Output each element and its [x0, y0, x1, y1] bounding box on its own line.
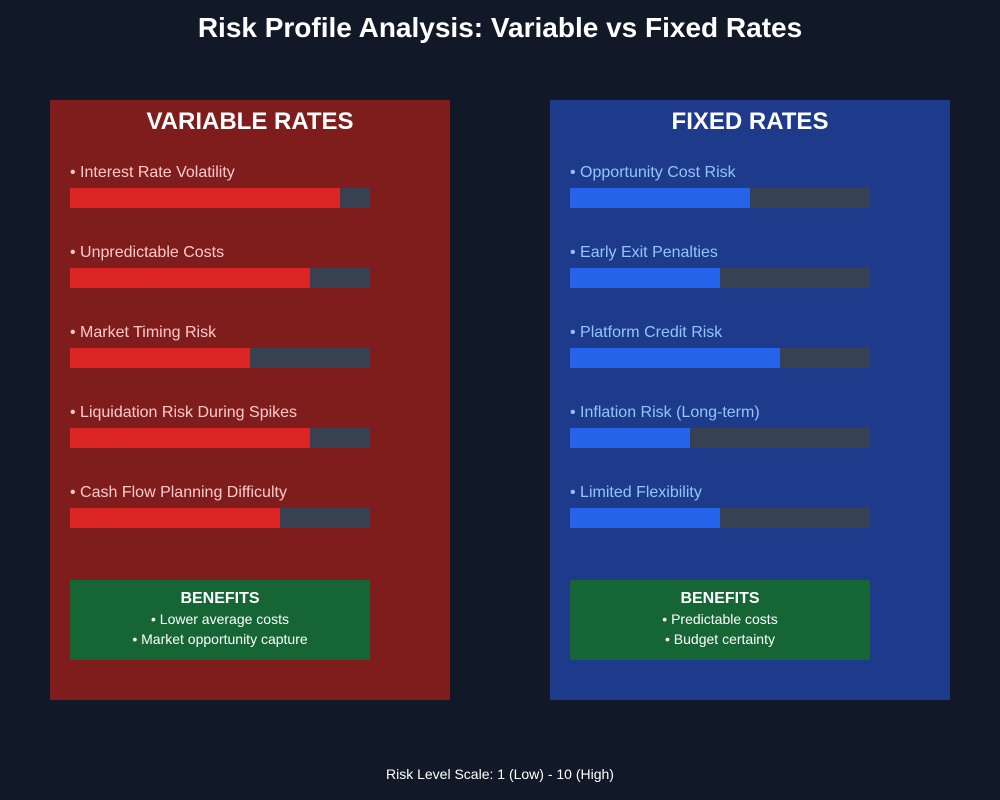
risk-bar [570, 188, 750, 208]
risk-label: • Inflation Risk (Long-term) [570, 404, 760, 421]
risk-bar-track [570, 268, 870, 288]
benefit-line: • Lower average costs [151, 611, 289, 627]
risk-item: • Liquidation Risk During Spikes [70, 403, 370, 448]
risk-label: • Limited Flexibility [570, 484, 702, 501]
scale-note: Risk Level Scale: 1 (Low) - 10 (High) [386, 766, 614, 782]
risk-label: • Market Timing Risk [70, 324, 217, 341]
risk-item: • Cash Flow Planning Difficulty [70, 483, 370, 528]
variable-rates-panel: VARIABLE RATES • Interest Rate Volatilit… [50, 100, 450, 700]
benefits-box: BENEFITS • Predictable costs • Budget cert… [570, 580, 870, 660]
risk-bar-track [70, 428, 370, 448]
risk-bar-track [570, 428, 870, 448]
risk-bar-track [70, 188, 370, 208]
risk-bar-track [570, 188, 870, 208]
risk-item: • Early Exit Penalties [570, 243, 870, 288]
risk-bar [570, 348, 780, 368]
fixed-rates-panel: FIXED RATES • Opportunity Cost Risk • Ea… [550, 100, 950, 700]
panel-title: VARIABLE RATES [146, 108, 354, 135]
risk-label: • Liquidation Risk During Spikes [70, 404, 298, 421]
risk-bar-track [70, 348, 370, 368]
risk-bar-track [70, 508, 370, 528]
benefit-line: • Budget certainty [665, 631, 775, 647]
risk-bar [70, 348, 250, 368]
risk-item: • Opportunity Cost Risk [570, 163, 870, 208]
risk-bar [70, 268, 310, 288]
risk-item: • Unpredictable Costs [70, 243, 370, 288]
benefits-title: BENEFITS [180, 590, 260, 607]
risk-bar [70, 428, 310, 448]
risk-label: • Platform Credit Risk [570, 324, 723, 341]
benefit-line: • Market opportunity capture [132, 631, 308, 647]
risk-bar-track [70, 268, 370, 288]
benefits-title: BENEFITS [680, 590, 760, 607]
panel-title: FIXED RATES [671, 108, 829, 135]
risk-bar [70, 508, 280, 528]
risk-label: • Interest Rate Volatility [70, 164, 235, 181]
risk-bar [70, 188, 340, 208]
benefits-box: BENEFITS • Lower average costs • Market op… [70, 580, 370, 660]
risk-item: • Market Timing Risk [70, 323, 370, 368]
risk-bar-track [570, 348, 870, 368]
risk-item: • Inflation Risk (Long-term) [570, 403, 870, 448]
chart-title: Risk Profile Analysis: Variable vs Fixed… [197, 12, 803, 43]
risk-label: • Early Exit Penalties [570, 244, 718, 261]
risk-label: • Cash Flow Planning Difficulty [70, 484, 287, 501]
risk-label: • Unpredictable Costs [70, 244, 225, 261]
risk-label: • Opportunity Cost Risk [570, 164, 736, 181]
risk-item: • Limited Flexibility [570, 483, 870, 528]
risk-bar-track [570, 508, 870, 528]
risk-bar [570, 428, 690, 448]
risk-item: • Interest Rate Volatility [70, 163, 370, 208]
risk-bar [570, 268, 720, 288]
benefit-line: • Predictable costs [662, 611, 778, 627]
risk-item: • Platform Credit Risk [570, 323, 870, 368]
risk-bar [570, 508, 720, 528]
